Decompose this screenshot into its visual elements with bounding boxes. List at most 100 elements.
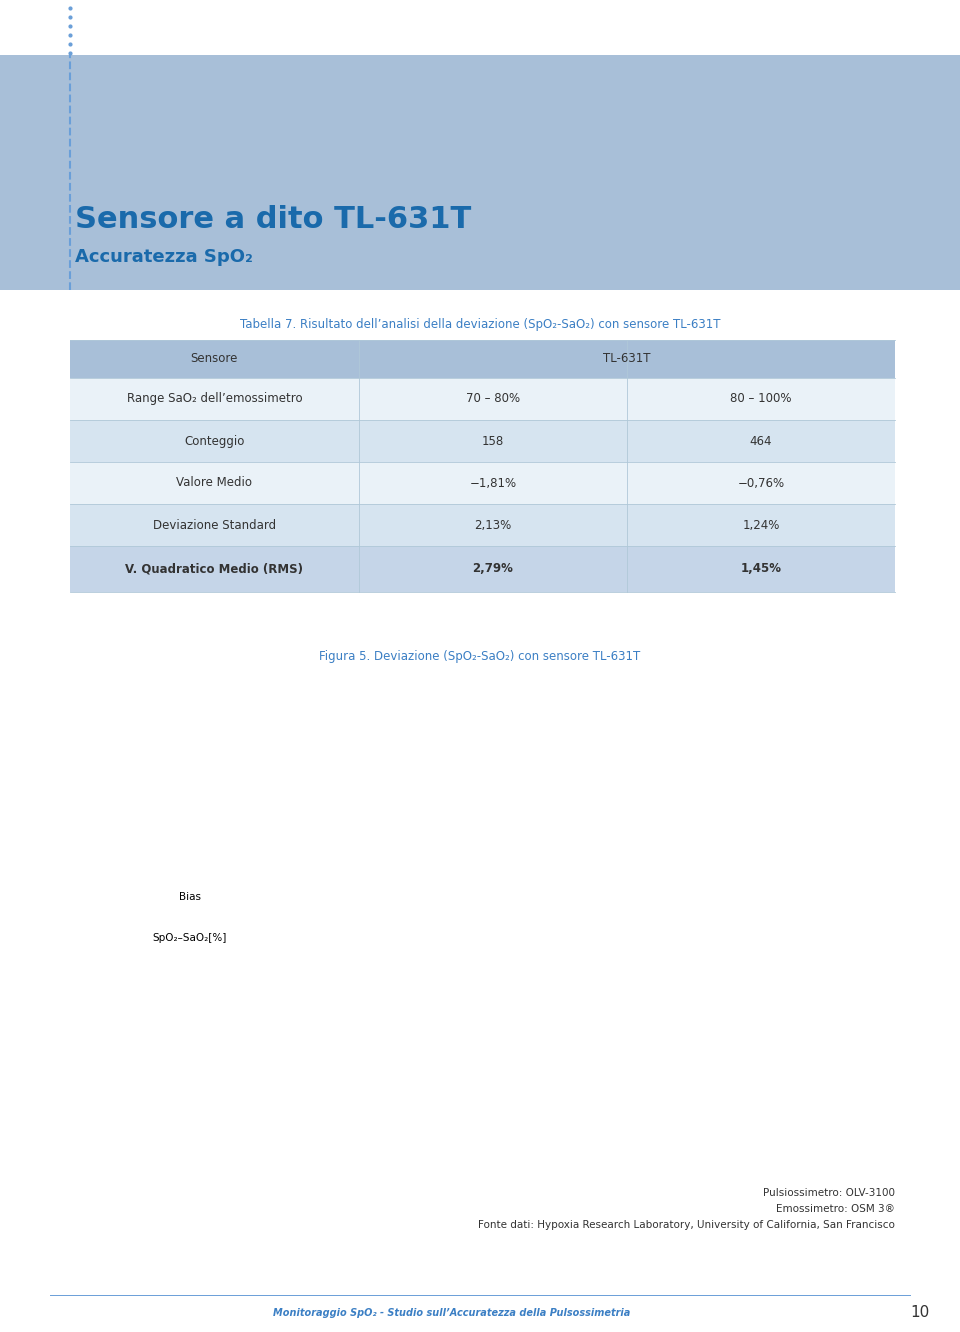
Point: [608, 954, 623, 975]
Point: [863, 914, 878, 935]
Point: [642, 919, 658, 940]
Point: [810, 903, 826, 924]
Point: [355, 916, 371, 938]
Text: Emossimetro: OSM 3®: Emossimetro: OSM 3®: [776, 1204, 895, 1213]
Point: [655, 968, 670, 990]
Text: 1,24%: 1,24%: [742, 518, 780, 531]
Text: Sensore a dito TL-631T: Sensore a dito TL-631T: [75, 205, 471, 234]
Point: [389, 1012, 404, 1034]
Point: [677, 920, 692, 942]
Point: [710, 952, 726, 974]
Point: [806, 927, 822, 948]
Point: [831, 931, 847, 952]
Point: [779, 931, 794, 952]
Point: [655, 912, 670, 934]
Point: [775, 944, 790, 966]
Point: [848, 918, 863, 939]
Point: [636, 968, 652, 990]
Point: [352, 879, 368, 900]
Point: [300, 856, 316, 878]
Point: [840, 920, 855, 942]
Text: 1,45%: 1,45%: [740, 562, 781, 575]
Point: [524, 944, 540, 966]
Point: [605, 1012, 620, 1034]
Point: [761, 920, 777, 942]
Point: [488, 842, 503, 863]
Point: [435, 904, 450, 926]
Point: [620, 990, 636, 1011]
Point: [314, 907, 329, 928]
Point: [400, 892, 416, 914]
Point: [558, 903, 573, 924]
Point: [432, 920, 447, 942]
Point: [671, 912, 686, 934]
Point: [554, 952, 569, 974]
Point: [773, 904, 788, 926]
Point: [501, 896, 516, 918]
Point: [536, 895, 551, 916]
Point: [490, 1024, 505, 1046]
Point: [365, 904, 380, 926]
Point: [468, 903, 483, 924]
Point: [507, 1015, 522, 1036]
Point: [743, 942, 758, 963]
Point: [472, 859, 488, 880]
Point: [828, 1134, 844, 1155]
Point: [726, 1060, 741, 1082]
Point: [877, 916, 893, 938]
Point: [525, 928, 540, 950]
Point: [845, 930, 860, 951]
Point: [825, 906, 840, 927]
Point: [708, 952, 723, 974]
Point: [575, 930, 590, 951]
Point: [468, 930, 483, 951]
Point: [746, 919, 761, 940]
Point: [469, 910, 485, 931]
Text: V. Quadratico Medio (RMS): V. Quadratico Medio (RMS): [126, 562, 303, 575]
Point: [468, 966, 484, 987]
Point: [776, 976, 791, 998]
Text: Bias: Bias: [179, 891, 201, 902]
Point: [780, 919, 796, 940]
Point: [524, 914, 540, 935]
Point: [774, 883, 789, 904]
X-axis label: Hemoximeter SaO₂[%]: Hemoximeter SaO₂[%]: [516, 1179, 643, 1188]
Point: [671, 940, 686, 962]
Point: [489, 931, 504, 952]
Point: [575, 956, 590, 978]
Point: [625, 918, 640, 939]
Point: [862, 943, 877, 964]
Point: [500, 1050, 516, 1071]
Point: [727, 942, 742, 963]
Point: [828, 918, 843, 939]
Point: [756, 991, 771, 1012]
Text: Valore Medio: Valore Medio: [177, 477, 252, 489]
Point: [470, 883, 486, 904]
Point: [780, 915, 795, 936]
Point: [708, 964, 724, 986]
Point: [876, 931, 892, 952]
Point: [610, 942, 625, 963]
Point: [602, 906, 617, 927]
Point: [402, 888, 418, 910]
Point: [437, 888, 452, 910]
Point: [722, 924, 737, 946]
Point: [707, 932, 722, 954]
Point: [708, 915, 724, 936]
Point: [813, 952, 828, 974]
Point: [569, 910, 585, 931]
Point: [825, 910, 840, 931]
Point: [739, 1075, 755, 1096]
Point: [777, 910, 792, 931]
Point: [280, 886, 296, 907]
Point: [487, 1024, 502, 1046]
Point: [677, 968, 692, 990]
Point: [762, 942, 778, 963]
Point: [434, 930, 449, 951]
Point: [487, 910, 502, 931]
Point: [777, 928, 792, 950]
Point: [740, 842, 756, 863]
Point: [504, 907, 519, 928]
Text: Monitoraggio SpO₂ - Studio sull’Accuratezza della Pulsossimetria: Monitoraggio SpO₂ - Studio sull’Accurate…: [273, 1308, 630, 1317]
Text: Fonte dati: Hypoxia Research Laboratory, University of California, San Francisco: Fonte dati: Hypoxia Research Laboratory,…: [478, 1220, 895, 1229]
